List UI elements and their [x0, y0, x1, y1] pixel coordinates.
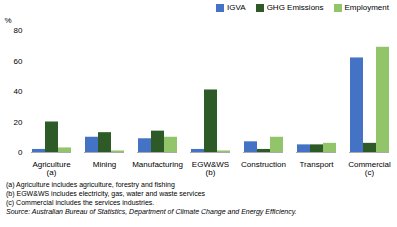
svg-text:Commercial(c): Commercial(c) [348, 160, 391, 177]
svg-text:Construction: Construction [241, 160, 286, 169]
svg-text:EGW&WS(b): EGW&WS(b) [192, 160, 229, 177]
svg-text:%: % [5, 16, 12, 25]
svg-text:40: 40 [14, 87, 23, 96]
svg-text:Manufacturing: Manufacturing [132, 160, 183, 169]
html-text:(a) Agriculture includes agric: (a) Agriculture includes agriculture, fo… [6, 181, 175, 188]
svg-text:Mining: Mining [93, 160, 117, 169]
svg-text:80: 80 [14, 26, 23, 35]
html-text:Employment: Employment [344, 3, 389, 12]
html-text:IGVA: IGVA [227, 3, 246, 12]
svg-text:0: 0 [18, 148, 23, 157]
svg-text:60: 60 [14, 57, 23, 66]
html-text:Source: Australian Bureau of S: Source: Australian Bureau of Statistics,… [6, 208, 297, 215]
svg-text:Agriculture(a): Agriculture(a) [32, 160, 71, 177]
html-text:(c) Commercial includes the se: (c) Commercial includes the services ind… [6, 199, 155, 206]
html-text:GHG Emissions: GHG Emissions [266, 3, 324, 12]
svg-text:Transport: Transport [300, 160, 335, 169]
svg-text:20: 20 [14, 118, 23, 127]
html-text:(b) EGW&WS includes electricit: (b) EGW&WS includes electricity, gas, wa… [6, 190, 205, 197]
